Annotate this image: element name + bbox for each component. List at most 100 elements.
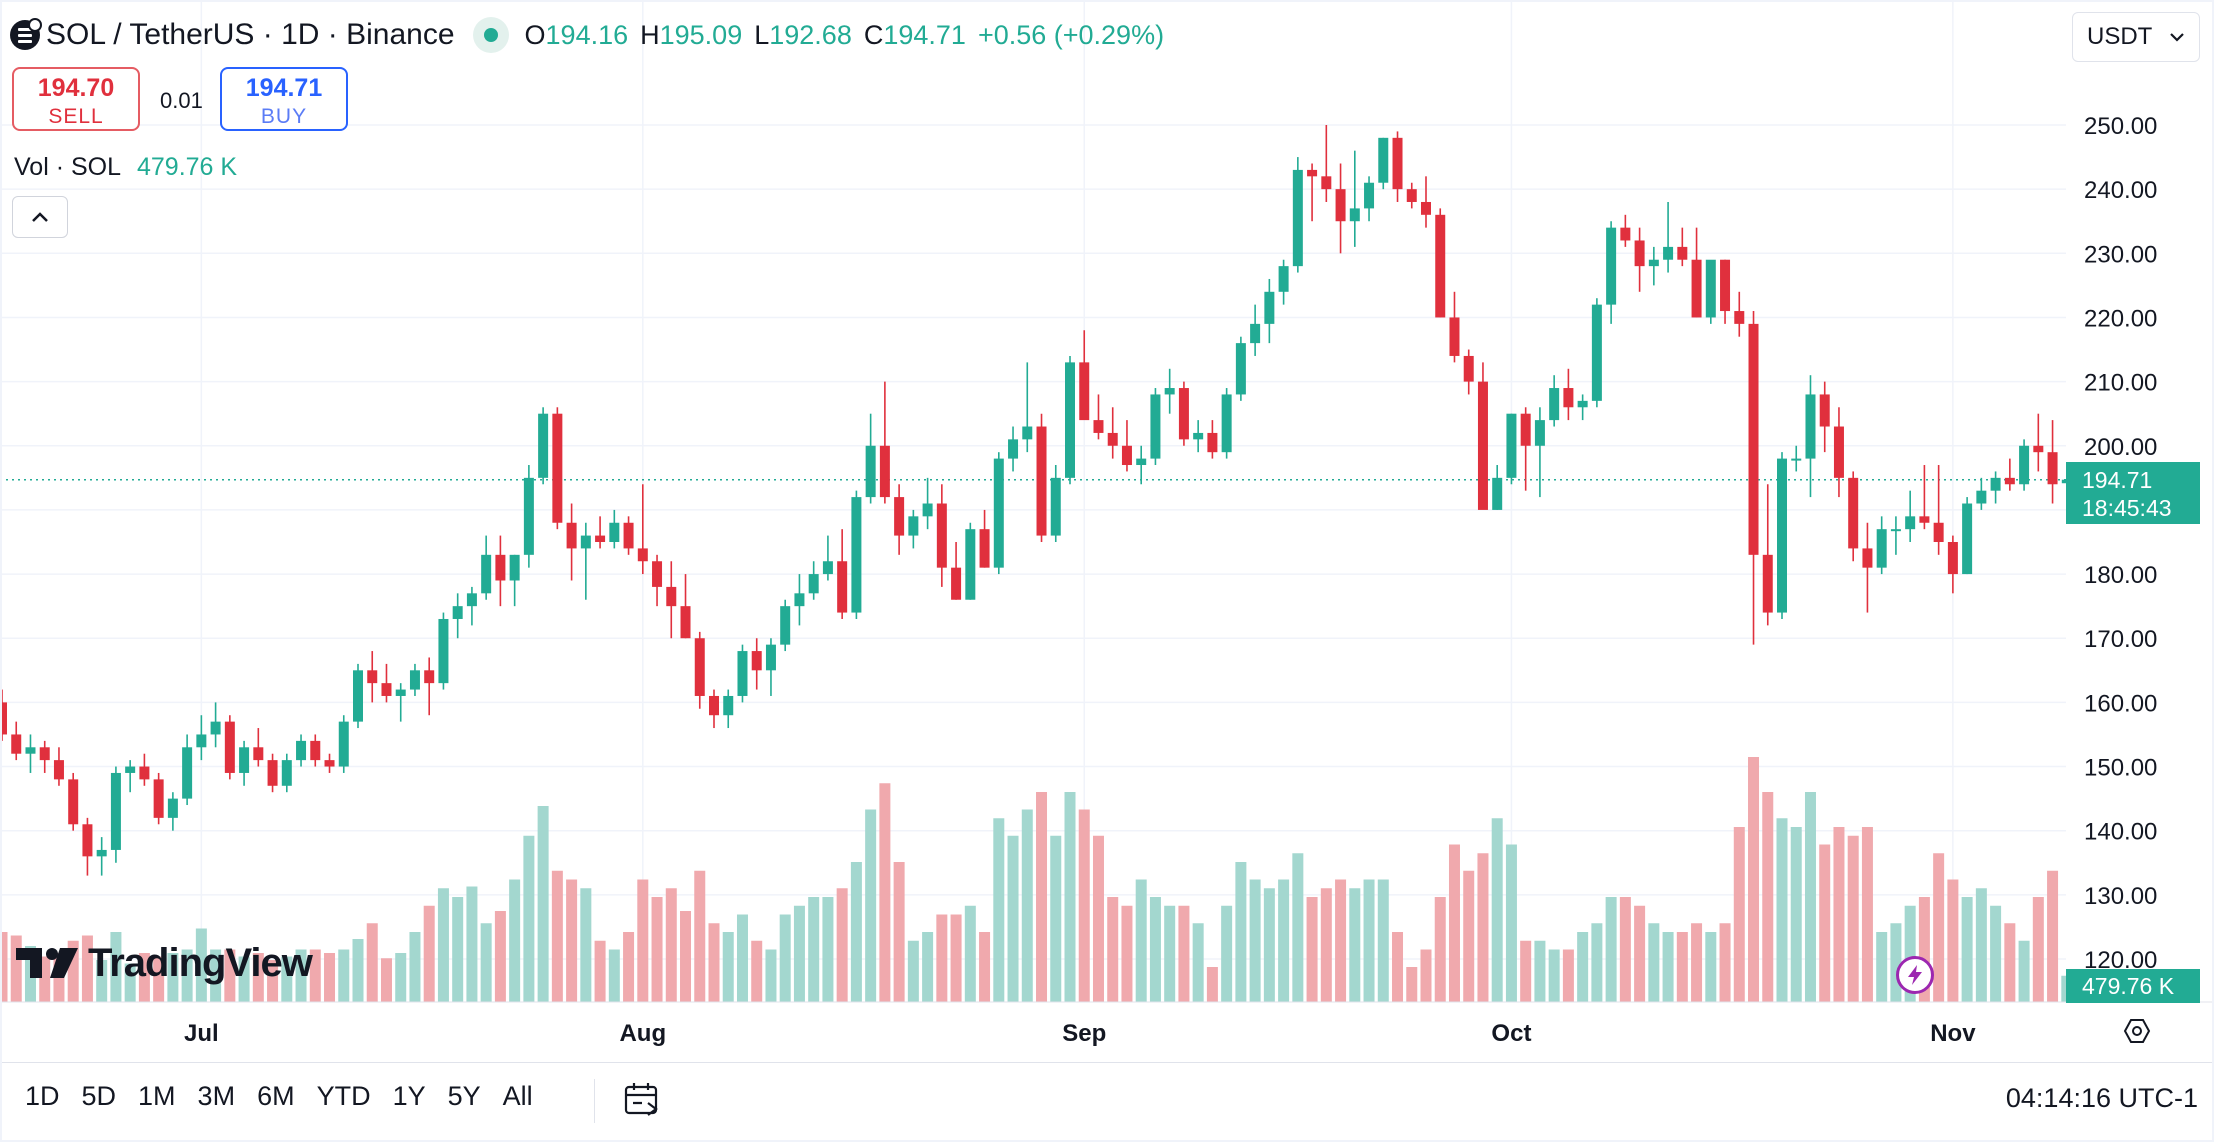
candle bbox=[1833, 407, 1844, 498]
candle bbox=[395, 683, 406, 722]
candle bbox=[452, 593, 463, 639]
candle-body bbox=[1164, 388, 1175, 395]
volume-legend-label: Vol · SOL bbox=[14, 153, 121, 181]
candle bbox=[153, 772, 164, 825]
symbol-title[interactable]: SOL / TetherUS · 1D · Binance bbox=[46, 18, 455, 51]
volume-bar bbox=[281, 956, 293, 1002]
candle bbox=[1050, 465, 1061, 542]
candle-body bbox=[1378, 137, 1389, 183]
chevron-down-icon bbox=[2170, 33, 2184, 42]
volume-bar bbox=[1733, 827, 1745, 1002]
candle-body bbox=[1762, 554, 1773, 613]
candle-body bbox=[1990, 477, 2001, 491]
range-1d[interactable]: 1D bbox=[25, 1081, 60, 1111]
calendar-icon[interactable] bbox=[622, 1079, 662, 1119]
candle-body bbox=[1591, 304, 1602, 401]
range-1m[interactable]: 1M bbox=[138, 1081, 176, 1111]
candle bbox=[96, 837, 107, 876]
candle bbox=[737, 644, 748, 703]
volume-bar bbox=[1591, 923, 1603, 1002]
candle-body bbox=[993, 458, 1004, 568]
volume-bar bbox=[1619, 897, 1631, 1002]
volume-bar bbox=[865, 809, 877, 1002]
volume-bar bbox=[537, 806, 549, 1002]
candle-body bbox=[39, 747, 50, 761]
candle bbox=[1577, 394, 1588, 421]
candle-body bbox=[82, 824, 93, 857]
buy-button[interactable]: 194.71 BUY bbox=[220, 67, 348, 131]
volume-bar bbox=[893, 862, 905, 1002]
candle-body bbox=[723, 695, 734, 716]
volume-bar bbox=[850, 862, 862, 1002]
candle-body bbox=[153, 779, 164, 818]
volume-bar bbox=[1748, 757, 1760, 1002]
candle-body bbox=[509, 554, 520, 581]
candle-body bbox=[637, 548, 648, 562]
candle bbox=[1178, 381, 1189, 446]
volume-bar bbox=[1363, 879, 1375, 1002]
tradingview-logo[interactable]: TradingView bbox=[16, 938, 313, 988]
time-tick-label: Sep bbox=[1062, 1020, 1106, 1047]
candlestick-chart[interactable]: 120.00130.00140.00150.00160.00170.00180.… bbox=[0, 0, 2214, 1062]
candle bbox=[239, 740, 250, 786]
auto-scale-settings-icon[interactable] bbox=[2122, 1016, 2152, 1046]
candle-body bbox=[1677, 246, 1688, 260]
volume-bar bbox=[1036, 792, 1048, 1002]
sell-button[interactable]: 194.70 SELL bbox=[12, 67, 140, 131]
candle-body bbox=[381, 683, 392, 696]
candle-body bbox=[1634, 240, 1645, 267]
price-tick-label: 230.00 bbox=[2084, 241, 2157, 268]
candle-body bbox=[2033, 445, 2044, 453]
range-1y[interactable]: 1Y bbox=[392, 1081, 426, 1111]
candle bbox=[296, 734, 307, 767]
volume-bar bbox=[2032, 897, 2044, 1002]
collapse-legend-button[interactable] bbox=[12, 196, 68, 238]
volume-bar bbox=[1349, 888, 1361, 1002]
candle bbox=[1862, 522, 1873, 613]
lightning-icon[interactable] bbox=[1896, 956, 1934, 994]
volume-bar bbox=[409, 932, 421, 1002]
candle bbox=[709, 689, 719, 729]
volume-bar bbox=[1933, 853, 1945, 1002]
volume-bar bbox=[836, 888, 848, 1002]
range-5y[interactable]: 5Y bbox=[447, 1081, 481, 1111]
candle bbox=[253, 728, 264, 767]
volume-bar bbox=[1562, 949, 1574, 1002]
symbol-logo-icon[interactable] bbox=[10, 18, 42, 50]
candle-body bbox=[936, 503, 947, 568]
volume-bar bbox=[907, 940, 919, 1002]
sell-label: SELL bbox=[48, 105, 104, 128]
candle-body bbox=[182, 747, 193, 799]
volume-bar bbox=[324, 953, 336, 1002]
range-6m[interactable]: 6M bbox=[257, 1081, 295, 1111]
candle bbox=[637, 484, 648, 575]
bottom-toolbar: 1D 5D 1M 3M 6M YTD 1Y 5Y All 04:14:16 UTC-1 bbox=[0, 1062, 2214, 1139]
toolbar-divider bbox=[594, 1079, 595, 1123]
timezone-clock[interactable]: 04:14:16 UTC-1 bbox=[2005, 1083, 2198, 1113]
candle bbox=[495, 535, 506, 607]
candle-body bbox=[794, 593, 805, 607]
volume-bar bbox=[210, 949, 222, 1002]
range-all[interactable]: All bbox=[502, 1081, 533, 1111]
volume-bar bbox=[466, 886, 478, 1002]
range-ytd[interactable]: YTD bbox=[316, 1081, 371, 1111]
candle-body bbox=[310, 740, 321, 761]
candle-body bbox=[1207, 432, 1218, 453]
currency-select[interactable]: USDT bbox=[2072, 12, 2200, 62]
candle bbox=[210, 702, 221, 748]
volume-bar bbox=[964, 905, 976, 1002]
volume-bar bbox=[566, 879, 578, 1002]
price-tick-label: 210.00 bbox=[2084, 370, 2157, 397]
volume-bar bbox=[452, 897, 464, 1002]
volume-bar bbox=[1648, 923, 1660, 1002]
volume-bar bbox=[736, 914, 748, 1002]
volume-legend-value: 479.76 K bbox=[137, 153, 238, 181]
candle bbox=[1421, 176, 1431, 228]
volume-bar bbox=[1135, 879, 1147, 1002]
candle-body bbox=[1264, 291, 1275, 324]
volume-bar bbox=[1221, 905, 1233, 1002]
candle bbox=[780, 599, 791, 652]
candle bbox=[1321, 125, 1332, 202]
range-3m[interactable]: 3M bbox=[197, 1081, 236, 1111]
range-5d[interactable]: 5D bbox=[81, 1081, 117, 1111]
